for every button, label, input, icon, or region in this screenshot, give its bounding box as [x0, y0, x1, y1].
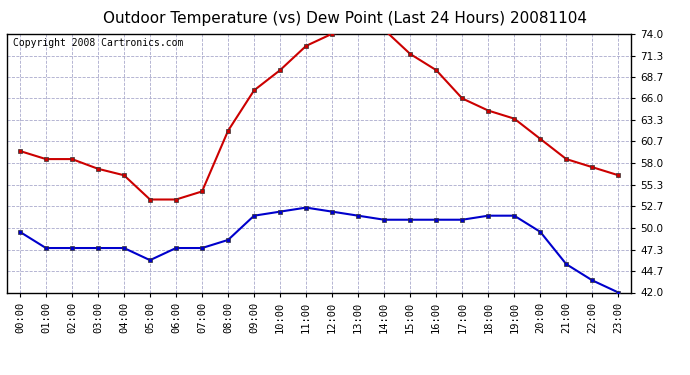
Text: Outdoor Temperature (vs) Dew Point (Last 24 Hours) 20081104: Outdoor Temperature (vs) Dew Point (Last…	[103, 11, 587, 26]
Text: Copyright 2008 Cartronics.com: Copyright 2008 Cartronics.com	[13, 38, 184, 48]
